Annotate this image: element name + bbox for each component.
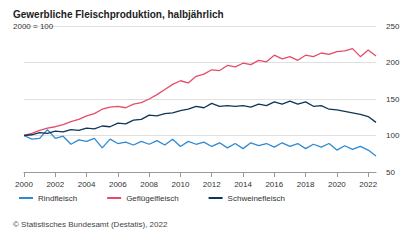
svg-text:2006: 2006 [109,180,127,189]
svg-text:50: 50 [386,168,395,177]
svg-text:2010: 2010 [172,180,190,189]
svg-text:Gewerbliche Fleischproduktion,: Gewerbliche Fleischproduktion, halbjährl… [13,9,224,20]
svg-text:2000: 2000 [15,180,33,189]
svg-text:100: 100 [386,131,400,140]
svg-text:2000 = 100: 2000 = 100 [13,22,54,31]
svg-text:2014: 2014 [234,180,252,189]
svg-text:2002: 2002 [46,180,64,189]
svg-text:150: 150 [386,95,400,104]
svg-text:2018: 2018 [297,180,315,189]
svg-text:Rindfleisch: Rindfleisch [38,194,77,203]
svg-text:2020: 2020 [328,180,346,189]
svg-text:© Statistisches Bundesamt (Des: © Statistisches Bundesamt (Destatis), 20… [13,220,168,229]
svg-text:2022: 2022 [359,180,377,189]
svg-text:2008: 2008 [140,180,158,189]
svg-text:250: 250 [386,22,400,31]
svg-text:2016: 2016 [265,180,283,189]
svg-text:2012: 2012 [203,180,221,189]
svg-text:Geflügelfleisch: Geflügelfleisch [126,194,178,203]
svg-text:Schweinefleisch: Schweinefleisch [228,194,285,203]
svg-text:2004: 2004 [78,180,96,189]
svg-text:200: 200 [386,58,400,67]
